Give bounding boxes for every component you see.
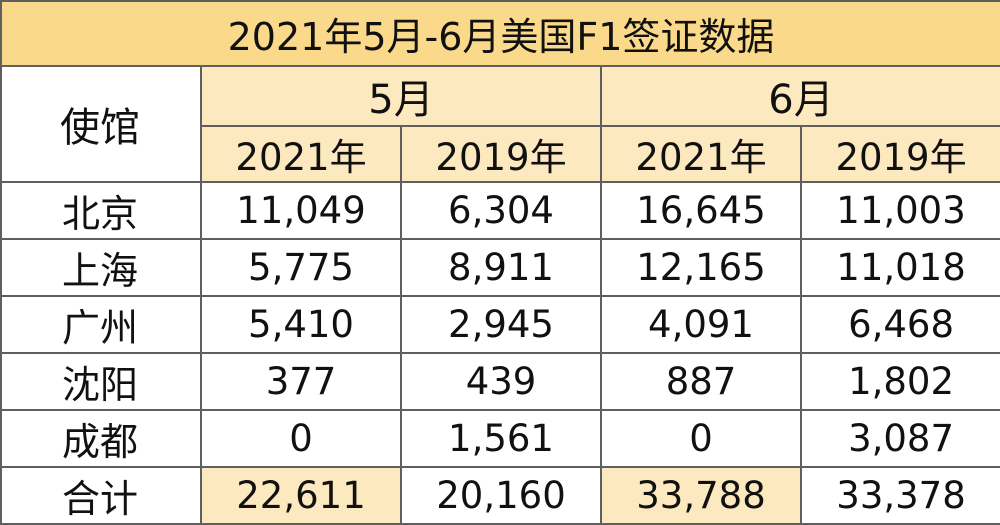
row-label: 成都 — [0, 409, 202, 468]
year-header-june-2021: 2021年 — [600, 125, 802, 183]
value-cell: 5,410 — [200, 295, 402, 354]
value-cell: 0 — [600, 409, 802, 468]
year-header-may-2021: 2021年 — [200, 125, 402, 183]
value-cell: 8,911 — [400, 238, 602, 297]
table-row: 沈阳 377 439 887 1,802 — [0, 352, 1000, 411]
row-label: 沈阳 — [0, 352, 202, 411]
table-row: 广州 5,410 2,945 4,091 6,468 — [0, 295, 1000, 354]
total-may-2019-cell: 20,160 — [400, 466, 602, 525]
embassy-header: 使馆 — [0, 65, 202, 183]
total-label: 合计 — [0, 466, 202, 525]
row-label: 北京 — [0, 181, 202, 240]
value-cell: 1,802 — [799, 352, 1000, 411]
table-row: 成都 0 1,561 0 3,087 — [0, 409, 1000, 468]
year-header-may-2019: 2019年 — [400, 125, 602, 183]
value-cell: 1,561 — [400, 409, 602, 468]
value-cell: 4,091 — [600, 295, 802, 354]
value-cell: 0 — [200, 409, 402, 468]
value-cell: 6,304 — [400, 181, 602, 240]
value-cell: 377 — [200, 352, 402, 411]
total-row: 合计 22,611 20,160 33,788 33,378 — [0, 466, 1000, 525]
month-header-june: 6月 — [599, 65, 1000, 127]
value-cell: 11,018 — [799, 238, 1000, 297]
total-june-2019-cell: 33,378 — [799, 466, 1000, 525]
table-title: 2021年5月-6月美国F1签证数据 — [0, 0, 1000, 67]
table-row: 北京 11,049 6,304 16,645 11,003 — [0, 181, 1000, 240]
value-cell: 16,645 — [600, 181, 802, 240]
table-row: 上海 5,775 8,911 12,165 11,018 — [0, 238, 1000, 297]
month-header-may: 5月 — [200, 65, 602, 127]
year-header-june-2019: 2019年 — [799, 125, 1000, 183]
value-cell: 5,775 — [200, 238, 402, 297]
value-cell: 12,165 — [600, 238, 802, 297]
total-june-2021-cell: 33,788 — [600, 466, 802, 525]
row-label: 广州 — [0, 295, 202, 354]
value-cell: 11,049 — [200, 181, 402, 240]
total-may-2021-cell: 22,611 — [200, 466, 402, 525]
value-cell: 887 — [600, 352, 802, 411]
value-cell: 2,945 — [400, 295, 602, 354]
row-label: 上海 — [0, 238, 202, 297]
value-cell: 11,003 — [799, 181, 1000, 240]
value-cell: 6,468 — [799, 295, 1000, 354]
value-cell: 3,087 — [799, 409, 1000, 468]
value-cell: 439 — [400, 352, 602, 411]
